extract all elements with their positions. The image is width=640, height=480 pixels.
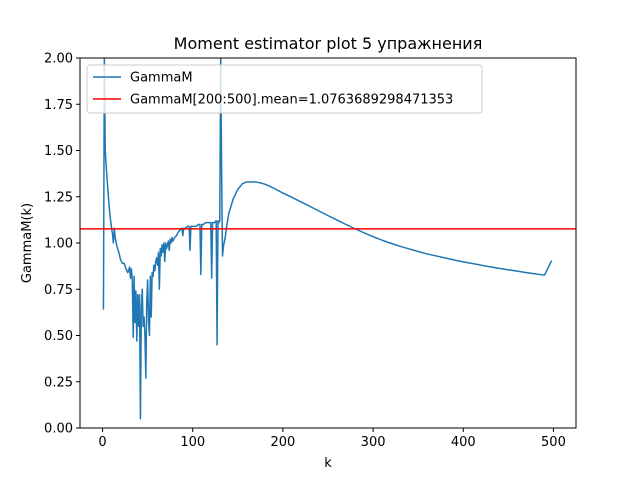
legend: GammaM GammaM[200:500].mean=1.07636892984…	[86, 64, 483, 114]
y-tick-label: 2.00	[44, 52, 73, 67]
y-tick-label: 1.25	[44, 190, 73, 205]
legend-label: GammaM	[130, 71, 193, 86]
y-tick-label: 1.00	[44, 237, 73, 252]
x-tick-label: 100	[180, 435, 205, 450]
chart-title: Moment estimator plot 5 упражнения	[174, 34, 483, 53]
y-axis-label: GammaM(k)	[20, 203, 35, 283]
y-axis: 0.00 0.25 0.50 0.75 1.00 1.25 1.50 1.75 2.00	[44, 52, 80, 437]
y-tick-label: 1.50	[44, 144, 73, 159]
y-tick-label: 0.25	[44, 375, 73, 390]
x-tick-label: 300	[361, 435, 386, 450]
y-tick-label: 0.50	[44, 329, 73, 344]
x-axis: 0 100 200 300 400 500	[98, 428, 566, 450]
x-tick-label: 500	[541, 435, 566, 450]
x-tick-label: 200	[270, 435, 295, 450]
y-tick-label: 1.75	[44, 98, 73, 113]
y-tick-label: 0.75	[44, 283, 73, 298]
y-tick-label: 0.00	[44, 422, 73, 437]
x-tick-label: 0	[98, 435, 106, 450]
legend-label: GammaM[200:500].mean=1.0763689298471353	[130, 93, 453, 108]
plot-area	[80, 58, 576, 420]
series-line-gammam	[102, 58, 553, 420]
x-axis-label: k	[324, 456, 332, 471]
x-tick-label: 400	[451, 435, 476, 450]
legend-box	[86, 64, 483, 114]
